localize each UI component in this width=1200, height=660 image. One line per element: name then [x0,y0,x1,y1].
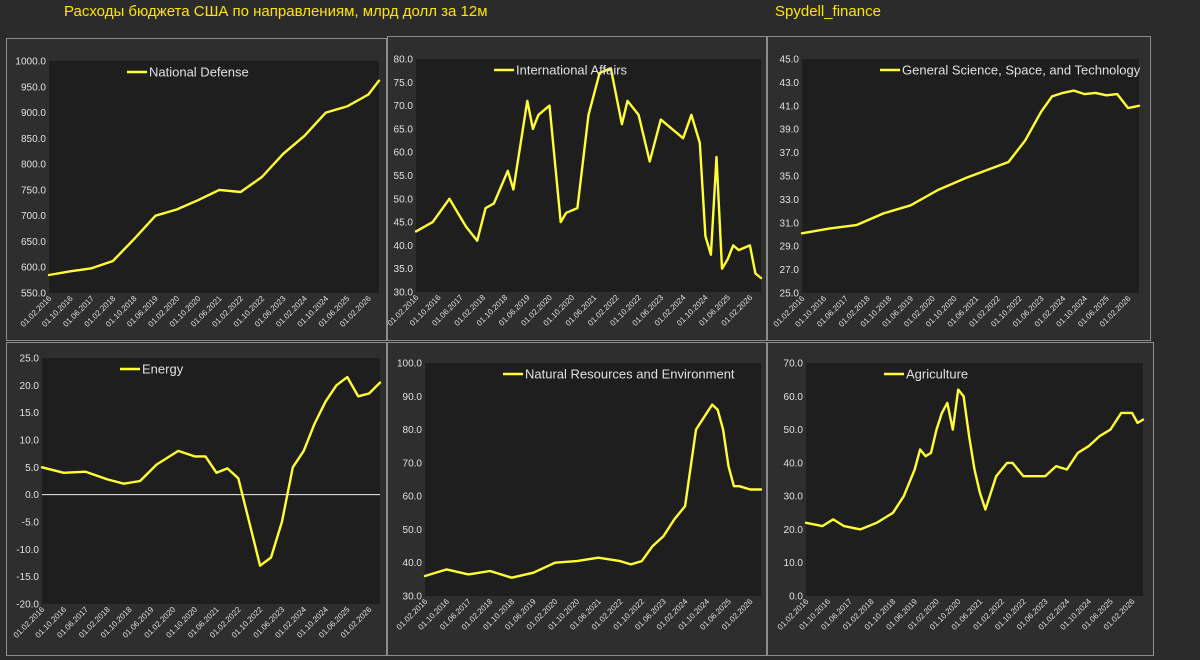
chart-panel-national-defense: 550.0 600.0 650.0 700.0 750.0 800.0 850.0 900.0… [6,38,387,341]
y-tick-label: 20.0 [20,381,40,392]
y-tick-label: 70.0 [394,101,414,112]
chart-svg: 30.040.050.060.070.080.090.0100.001.02.2… [395,359,763,632]
y-tick-label: -10.0 [16,545,39,556]
y-tick-label: 5.0 [25,463,39,474]
y-tick-label: 70.0 [403,458,423,469]
y-tick-label: 700.0 [21,211,46,222]
legend-label: International Affairs [516,63,628,78]
y-tick-label: 0.0 [789,592,803,603]
y-tick-label: 750.0 [21,185,46,196]
y-tick-label: 37.0 [780,148,800,159]
legend-label: Natural Resources and Environment [525,367,735,382]
y-tick-label: 25.0 [20,354,40,365]
chart-svg: -20.0 -15.0 -10.0 -5.0 0.0 5.0 10.0 15.0 20.0 25.… [12,354,382,640]
chart-svg: 30.0 35.0 40.0 45.0 50.0 55.0 60.0 65.0 70.0 75.0… [388,55,763,328]
legend-label: Energy [142,362,184,377]
series-line [47,79,381,277]
y-tick-label: 100.0 [397,359,422,370]
source-label: Spydell_finance [775,3,881,20]
chart-panel-energy: -20.0 -15.0 -10.0 -5.0 0.0 5.0 10.0 15.0 20.0 25.… [6,342,387,656]
y-tick-label: 600.0 [21,263,46,274]
y-tick-label: 50.0 [784,425,804,436]
plot-area [425,363,761,596]
y-tick-label: 60.0 [394,148,414,159]
y-tick-label: 75.0 [394,78,414,89]
y-tick-label: 60.0 [403,492,423,503]
y-tick-label: 27.0 [780,265,800,276]
series-line [423,403,763,579]
y-tick-label: 30.0 [784,492,804,503]
y-tick-label: 0.0 [25,490,39,501]
y-tick-label: 29.0 [780,242,800,253]
series-line [804,388,1145,531]
y-tick-label: 90.0 [403,392,423,403]
y-tick-label: 950.0 [21,82,46,93]
y-tick-label: 33.0 [780,195,800,206]
y-tick-label: 20.0 [784,525,804,536]
y-tick-label: -5.0 [22,518,40,529]
y-tick-label: -15.0 [16,572,39,583]
y-tick-label: -20.0 [16,600,39,611]
chart-panel-general-science: 25.0 27.0 29.0 31.0 33.0 35.0 37.0 39.0 41.0 43.0… [767,36,1151,341]
y-tick-label: 45.0 [394,218,414,229]
chart-svg: 0.010.020.030.040.050.060.070.001.02.201… [776,359,1145,632]
y-tick-label: 35.0 [780,172,800,183]
legend-label: National Defense [149,65,249,80]
y-tick-label: 650.0 [21,237,46,248]
y-tick-label: 1000.0 [15,57,46,68]
chart-svg: 550.0 600.0 650.0 700.0 750.0 800.0 850.0 900.0… [15,57,381,329]
chart-svg: 25.0 27.0 29.0 31.0 33.0 35.0 37.0 39.0 41.0 43.0… [772,55,1141,329]
y-tick-label: 55.0 [394,171,414,182]
y-tick-label: 25.0 [780,289,800,300]
y-tick-label: 39.0 [780,125,800,136]
series-line [40,375,382,567]
series-line [414,67,763,280]
y-tick-label: 40.0 [403,558,423,569]
y-tick-label: 60.0 [784,392,804,403]
y-tick-label: 40.0 [394,241,414,252]
y-tick-label: 10.0 [784,558,804,569]
page-title: Расходы бюджета США по направлениям, млр… [64,3,488,20]
y-tick-label: 40.0 [784,458,804,469]
legend-label: Agriculture [906,367,968,382]
y-tick-label: 70.0 [784,359,804,370]
y-tick-label: 43.0 [780,78,800,89]
y-tick-label: 30.0 [394,288,414,299]
legend-label: General Science, Space, and Technology [902,63,1141,78]
y-tick-label: 31.0 [780,218,800,229]
y-tick-label: 800.0 [21,160,46,171]
chart-panel-international-affairs: 30.0 35.0 40.0 45.0 50.0 55.0 60.0 65.0 70.0 75.0… [387,36,767,341]
y-tick-label: 50.0 [394,194,414,205]
series-line [800,89,1141,235]
y-tick-label: 41.0 [780,101,800,112]
chart-panel-natural-resources: 30.0 40.0 50.0 60.0 70.0 80.0 90.0 100.0 01.02.2… [387,342,767,656]
y-tick-label: 80.0 [394,55,414,66]
y-tick-label: 850.0 [21,134,46,145]
y-tick-label: 35.0 [394,264,414,275]
y-tick-label: 80.0 [403,425,423,436]
plot-area [49,61,379,293]
y-tick-label: 10.0 [20,436,40,447]
y-tick-label: 65.0 [394,124,414,135]
y-tick-label: 900.0 [21,108,46,119]
y-tick-label: 50.0 [403,525,423,536]
plot-area [42,358,380,604]
plot-area [416,59,761,292]
plot-area [806,363,1143,596]
y-tick-label: 45.0 [780,55,800,66]
y-tick-label: 550.0 [21,289,46,300]
y-tick-label: 30.0 [403,592,423,603]
chart-panel-agriculture: 0.0 10.0 20.0 30.0 40.0 50.0 60.0 70.0 01.02.201… [767,342,1154,656]
y-tick-label: 15.0 [20,408,40,419]
